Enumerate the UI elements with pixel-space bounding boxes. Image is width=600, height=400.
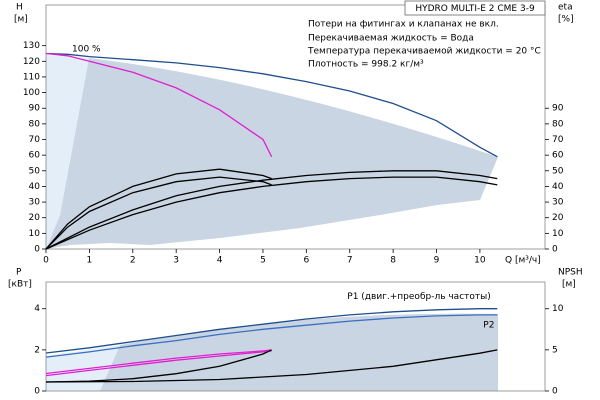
y-tick-label: 40 <box>29 182 41 192</box>
y-tick-label: 2 <box>34 345 40 355</box>
series-line <box>45 168 272 250</box>
x-tick-label: 3 <box>173 256 179 266</box>
y2-axis-label: eta <box>558 3 573 13</box>
y-tick-label: 80 <box>29 119 41 129</box>
y-axis-label: [м] <box>14 15 28 25</box>
annotation: 100 % <box>72 45 101 55</box>
y2-tick-label: 0 <box>552 245 558 255</box>
series-line <box>45 349 272 383</box>
series-line <box>45 52 498 158</box>
y2-tick-label: 30 <box>552 198 564 208</box>
y-axis-label: H <box>16 3 23 13</box>
y-tick-label: 120 <box>23 57 40 67</box>
x-tick-label: 7 <box>347 256 353 266</box>
plot-frame <box>45 281 546 392</box>
y2-tick-label: 20 <box>552 213 564 223</box>
series-line <box>45 314 498 358</box>
y-tick-label: 0 <box>34 387 40 397</box>
y2-tick-label: 90 <box>552 104 564 114</box>
x-tick-label: 5 <box>260 256 266 266</box>
chart-title: HYDRO MULTI-E 2 CME 3-9 <box>415 4 535 14</box>
y-tick-label: 30 <box>29 198 41 208</box>
series-line <box>45 349 498 383</box>
y-tick-label: 10 <box>29 229 41 239</box>
y-axis-label: [кВт] <box>8 280 32 290</box>
note: Плотность = 998.2 кг/м³ <box>308 60 424 70</box>
note: Потери на фитингах и клапанах не вкл. <box>308 20 499 30</box>
y-tick-label: 90 <box>29 104 41 114</box>
y2-tick-label: 80 <box>552 119 564 129</box>
y-tick-label: 130 <box>23 41 40 51</box>
range-area-light <box>46 345 120 391</box>
y2-tick-label: 50 <box>552 166 564 176</box>
x-tick-label: 9 <box>434 256 440 266</box>
y2-tick-label: 5 <box>552 345 558 355</box>
x-tick-label: 6 <box>303 256 309 266</box>
y2-axis-label: [%] <box>558 15 574 25</box>
y2-tick-label: 60 <box>552 151 564 161</box>
y2-axis-label: NPSH <box>558 268 583 278</box>
plot-frame <box>45 4 546 250</box>
y2-tick-label: 10 <box>552 304 564 314</box>
note: Температура перекачиваемой жидкости = 20… <box>307 47 541 57</box>
title-box <box>404 0 546 16</box>
x-tick-label: 1 <box>87 256 93 266</box>
y-tick-label: 70 <box>29 135 41 145</box>
y2-tick-label: 70 <box>552 135 564 145</box>
range-area <box>100 313 498 391</box>
y-tick-label: 100 <box>23 88 40 98</box>
y-tick-label: 4 <box>34 304 40 314</box>
y-axis-label: P <box>16 268 22 278</box>
note: Перекачиваемая жидкость = Вода <box>308 34 474 44</box>
series-label: P1 (двиг.+преобр-ль частоты) <box>347 292 491 302</box>
series-label: P2 <box>483 320 494 330</box>
y-tick-label: 60 <box>29 151 41 161</box>
y-tick-label: 110 <box>23 72 40 82</box>
y-tick-label: 50 <box>29 166 41 176</box>
range-area <box>46 58 498 249</box>
range-area-light <box>46 55 89 249</box>
x-tick-label: 0 <box>43 256 49 266</box>
y2-tick-label: 10 <box>552 229 564 239</box>
y-tick-label: 20 <box>29 213 41 223</box>
series-line <box>45 170 498 250</box>
series-line <box>45 350 272 377</box>
series-line <box>45 349 272 375</box>
x-tick-label: 4 <box>217 256 223 266</box>
y2-tick-label: 40 <box>552 182 564 192</box>
x-tick-label: 8 <box>390 256 396 266</box>
y2-axis-label: [м] <box>562 280 576 290</box>
y-tick-label: 0 <box>34 245 40 255</box>
y2-tick-label: 0 <box>552 387 558 397</box>
x-axis-label: Q [м³/ч] <box>505 256 541 266</box>
x-tick-label: 2 <box>130 256 136 266</box>
x-tick-label: 10 <box>474 256 486 266</box>
series-line <box>45 52 273 157</box>
series-line <box>45 176 498 250</box>
series-line <box>45 308 498 354</box>
